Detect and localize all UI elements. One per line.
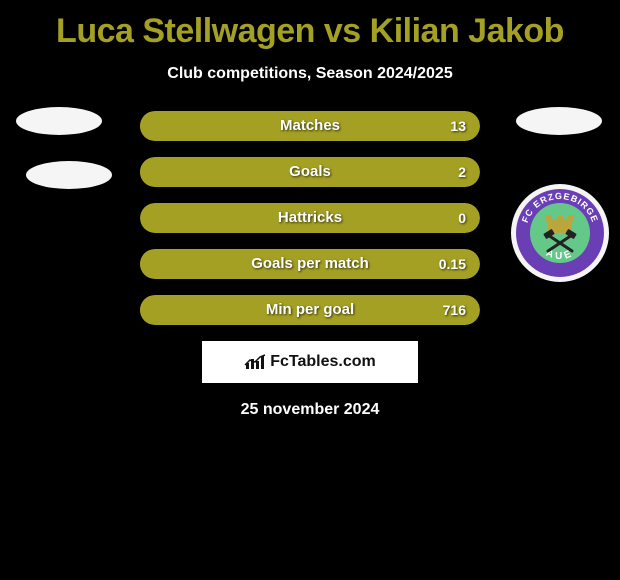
stat-value: 13 — [450, 111, 466, 141]
stat-value: 0.15 — [439, 249, 466, 279]
stat-row: Goals per match0.15 — [140, 249, 480, 279]
stat-row: Goals2 — [140, 157, 480, 187]
stat-label: Goals per match — [140, 249, 480, 279]
ellipse-shape — [516, 107, 602, 135]
chart-icon — [244, 353, 266, 371]
stat-row: Matches13 — [140, 111, 480, 141]
attribution-text: FcTables.com — [270, 353, 376, 371]
attribution-box: FcTables.com — [202, 341, 418, 383]
stat-label: Matches — [140, 111, 480, 141]
footer-date: 25 november 2024 — [0, 401, 620, 419]
subtitle: Club competitions, Season 2024/2025 — [0, 65, 620, 83]
stat-label: Min per goal — [140, 295, 480, 325]
stat-value: 0 — [458, 203, 466, 233]
stat-label: Hattricks — [140, 203, 480, 233]
player-left-placeholder — [10, 101, 110, 201]
stat-value: 716 — [443, 295, 466, 325]
stat-row: Hattricks0 — [140, 203, 480, 233]
ellipse-shape — [26, 161, 112, 189]
stats-section: FC ERZGEBIRGE AUE Matches13 Goals2 Hattric… — [0, 111, 620, 325]
stat-label: Goals — [140, 157, 480, 187]
page-title: Luca Stellwagen vs Kilian Jakob — [0, 0, 620, 51]
stat-value: 2 — [458, 157, 466, 187]
crest-svg: FC ERZGEBIRGE AUE — [510, 183, 610, 283]
club-crest: FC ERZGEBIRGE AUE — [510, 183, 610, 283]
stat-rows: Matches13 Goals2 Hattricks0 Goals per match… — [140, 111, 480, 325]
stat-row: Min per goal716 — [140, 295, 480, 325]
ellipse-shape — [16, 107, 102, 135]
